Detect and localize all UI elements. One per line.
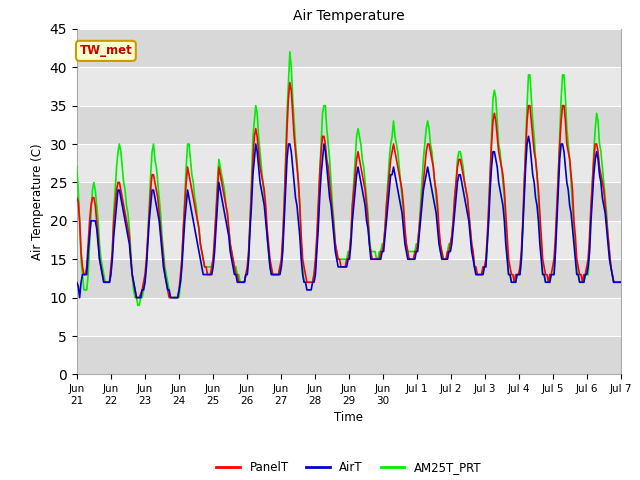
Y-axis label: Air Temperature (C): Air Temperature (C) xyxy=(31,144,44,260)
Bar xyxy=(77,29,621,67)
Title: Air Temperature: Air Temperature xyxy=(293,10,404,24)
Bar xyxy=(77,221,621,259)
Bar xyxy=(77,144,621,182)
Bar xyxy=(77,336,621,374)
Bar xyxy=(77,298,621,336)
Bar xyxy=(77,182,621,221)
Legend: PanelT, AirT, AM25T_PRT: PanelT, AirT, AM25T_PRT xyxy=(212,456,486,479)
Bar xyxy=(77,106,621,144)
Bar xyxy=(77,259,621,298)
Bar xyxy=(77,67,621,106)
X-axis label: Time: Time xyxy=(334,411,364,424)
Text: TW_met: TW_met xyxy=(79,44,132,57)
